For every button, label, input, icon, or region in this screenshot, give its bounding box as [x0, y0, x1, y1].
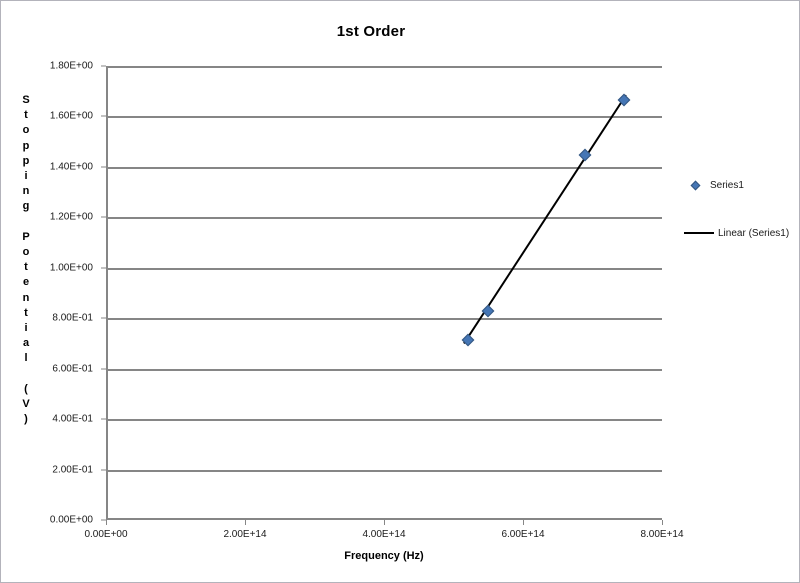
y-axis-tick-mark	[101, 65, 106, 67]
x-axis-tick-label: 8.00E+14	[640, 529, 684, 540]
y-axis-tick-mark	[101, 469, 106, 471]
gridline	[108, 469, 662, 472]
y-axis-tick-mark	[101, 216, 106, 218]
y-axis-tick-mark	[101, 519, 106, 521]
x-axis-tick-mark	[662, 520, 663, 525]
y-axis-tick-mark	[101, 115, 106, 117]
x-axis-tick-label: 6.00E+14	[501, 529, 545, 540]
y-axis-tick-label: 1.20E+00	[49, 211, 93, 223]
gridline	[108, 66, 662, 68]
x-axis-tick-mark	[384, 520, 385, 525]
chart-legend: Series1 Linear (Series1)	[684, 179, 789, 275]
y-axis-tick-label: 8.00E-01	[52, 312, 93, 324]
x-axis-tick-mark	[106, 520, 107, 525]
x-axis-tick-label: 0.00E+00	[84, 529, 128, 540]
y-axis-tick-label: 1.40E+00	[49, 161, 93, 173]
y-axis-tick-label: 2.00E-01	[52, 464, 93, 476]
y-axis-tick-label: 4.00E-01	[52, 413, 93, 425]
x-axis-title: Frequency (Hz)	[344, 550, 424, 562]
y-axis-tick-label: 6.00E-01	[52, 363, 93, 375]
y-axis-tick-label: 0.00E+00	[49, 514, 93, 526]
gridline	[108, 267, 662, 270]
legend-entry: Linear (Series1)	[684, 227, 789, 239]
legend-label: Linear (Series1)	[718, 227, 790, 239]
gridline	[108, 166, 662, 169]
gridline	[108, 318, 662, 321]
legend-entry: Series1	[684, 179, 789, 191]
trendline	[463, 94, 627, 345]
gridline	[108, 116, 662, 119]
y-axis-tick-label: 1.60E+00	[49, 110, 93, 122]
legend-label: Series1	[710, 179, 744, 191]
y-axis-tick-mark	[101, 418, 106, 420]
trendline-segment	[463, 94, 627, 345]
gridline	[108, 368, 662, 371]
legend-line-icon	[684, 232, 714, 234]
gridline	[108, 217, 662, 220]
x-axis-tick-mark	[245, 520, 246, 525]
gridline	[108, 419, 662, 422]
y-axis-tick-mark	[101, 166, 106, 168]
legend-diamond-icon	[684, 180, 706, 190]
plot-area	[106, 66, 662, 520]
y-axis-tick-mark	[101, 267, 106, 269]
y-axis-tick-mark	[101, 368, 106, 370]
x-axis-tick-mark	[523, 520, 524, 525]
y-axis-tick-label: 1.80E+00	[49, 60, 93, 72]
y-axis-title: S t o p p i n g P o t e n t i a l ( V )	[22, 94, 30, 426]
y-axis-tick-label: 1.00E+00	[49, 262, 93, 274]
chart-title: 1st Order	[336, 23, 406, 40]
y-axis-tick-mark	[101, 317, 106, 319]
x-axis-tick-label: 2.00E+14	[223, 529, 267, 540]
x-axis-tick-label: 4.00E+14	[362, 529, 406, 540]
